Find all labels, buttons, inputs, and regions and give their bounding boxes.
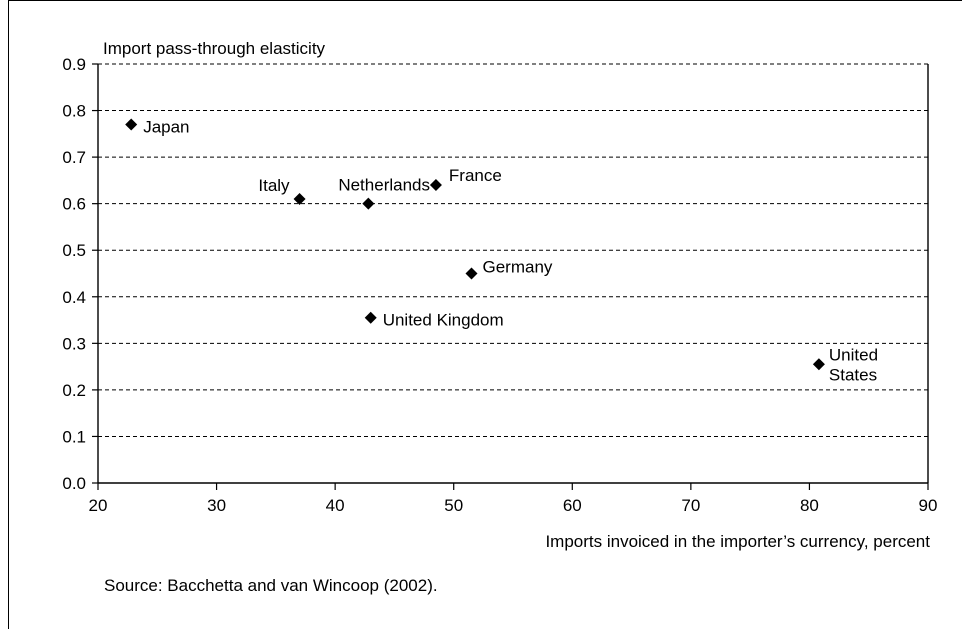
x-tick-label: 70	[681, 496, 700, 515]
data-point-marker	[364, 311, 377, 324]
data-point-label: United States	[829, 345, 878, 384]
y-tick-label: 0.7	[62, 148, 86, 167]
data-point-label: United Kingdom	[383, 311, 504, 330]
x-tick-label: 80	[800, 496, 819, 515]
y-tick-label: 0.0	[62, 474, 86, 493]
data-point-marker	[125, 118, 138, 131]
y-tick-label: 0.4	[62, 288, 86, 307]
source-note: Source: Bacchetta and van Wincoop (2002)…	[104, 576, 438, 595]
x-tick-label: 40	[326, 496, 345, 515]
data-point-marker	[812, 358, 825, 371]
y-tick-label: 0.1	[62, 427, 86, 446]
y-tick-labels: 0.0 0.1 0.2 0.3 0.4 0.5 0.6 0.7 0.8 0.9	[62, 55, 86, 493]
chart-frame	[8, 0, 962, 629]
data-point-marker	[465, 267, 478, 280]
data-point-marker	[293, 193, 306, 206]
data-point-marker	[429, 179, 442, 192]
x-tick-label: 30	[207, 496, 226, 515]
data-point-label: France	[449, 166, 502, 185]
y-tick-label: 0.5	[62, 241, 86, 260]
x-tick-labels: 20 30 40 50 60 70 80 90	[89, 496, 938, 515]
data-point-label: Netherlands	[338, 176, 430, 195]
x-tick-label: 60	[563, 496, 582, 515]
x-tick-label: 50	[444, 496, 463, 515]
y-axis-label: Import pass-through elasticity	[103, 39, 326, 58]
y-tick-label: 0.2	[62, 381, 86, 400]
x-axis-label: Imports invoiced in the importer’s curre…	[545, 532, 930, 551]
data-point-label: Japan	[143, 118, 189, 137]
y-tick-label: 0.6	[62, 195, 86, 214]
data-points	[125, 118, 825, 371]
x-tick-label: 20	[89, 496, 108, 515]
data-point-label: Italy	[258, 176, 290, 195]
gridlines	[98, 63, 928, 437]
point-labels: Japan Italy Netherlands France Germany United…	[143, 118, 878, 385]
x-tick-label: 90	[919, 496, 938, 515]
data-point-label: Germany	[483, 258, 553, 277]
axes	[92, 63, 929, 490]
y-tick-label: 0.3	[62, 334, 86, 353]
y-tick-label: 0.9	[62, 55, 86, 74]
y-tick-label: 0.8	[62, 102, 86, 121]
data-point-marker	[362, 197, 375, 210]
